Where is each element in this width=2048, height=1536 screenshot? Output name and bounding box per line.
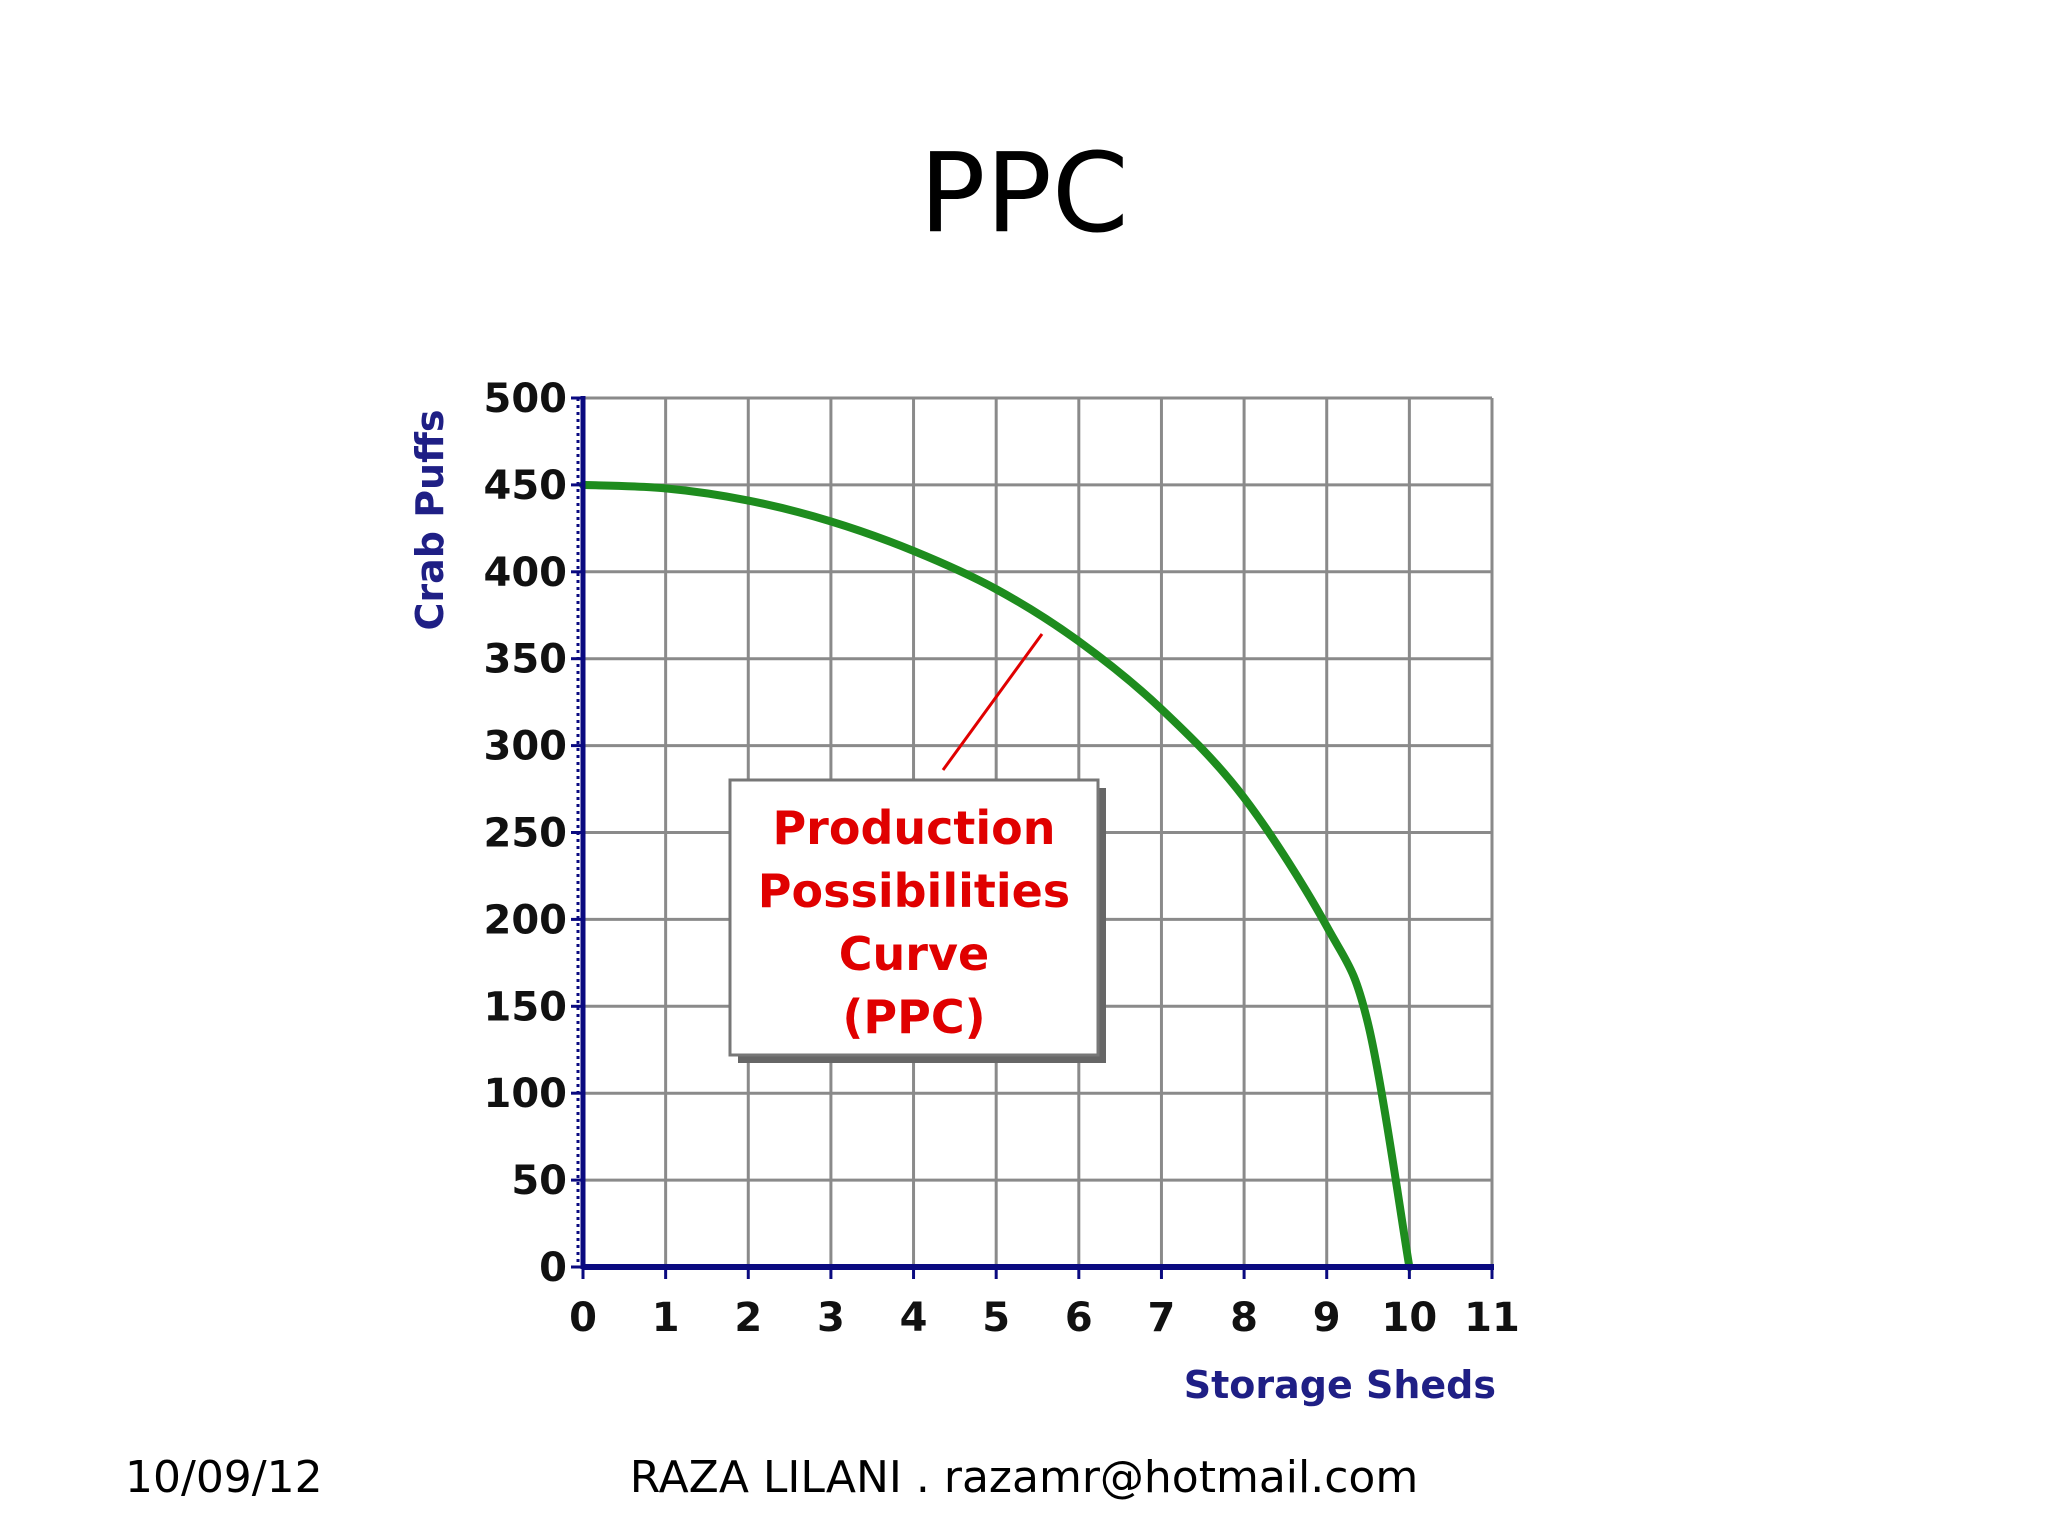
y-tick-label: 200 bbox=[484, 897, 568, 943]
x-tick-label: 7 bbox=[1148, 1295, 1176, 1341]
footer-date: 10/09/12 bbox=[125, 1452, 323, 1503]
annotation-pointer bbox=[941, 633, 1044, 771]
x-tick-label: 4 bbox=[900, 1295, 928, 1341]
x-tick-label: 8 bbox=[1230, 1295, 1258, 1341]
x-tick-label: 6 bbox=[1065, 1295, 1093, 1341]
y-tick-label: 0 bbox=[539, 1245, 567, 1291]
ppc-curve-line bbox=[579, 480, 1414, 1271]
x-axis-title: Storage Sheds bbox=[1184, 1363, 1496, 1407]
y-tick-label: 450 bbox=[484, 463, 568, 509]
x-tick-label: 1 bbox=[652, 1295, 680, 1341]
annotation-layer: Production Possibilities Curve (PPC) bbox=[728, 633, 1106, 1063]
curve-layer bbox=[579, 480, 1414, 1271]
annotation-text-line: Production bbox=[772, 801, 1055, 855]
y-tick-label: 300 bbox=[484, 724, 568, 770]
x-tick-label: 3 bbox=[817, 1295, 845, 1341]
y-axis-title: Crab Puffs bbox=[408, 409, 452, 630]
x-tick-label: 2 bbox=[734, 1295, 762, 1341]
y-tick-label: 100 bbox=[484, 1071, 568, 1117]
x-tick-label: 5 bbox=[982, 1295, 1010, 1341]
footer-author: RAZA LILANI . razamr@hotmail.com bbox=[629, 1452, 1419, 1503]
annotation-text-line: Possibilities bbox=[758, 864, 1070, 918]
y-tick-label: 400 bbox=[484, 550, 568, 596]
slide-title: PPC bbox=[919, 129, 1129, 257]
y-tick-label: 50 bbox=[511, 1158, 567, 1204]
x-tick-label: 10 bbox=[1382, 1295, 1438, 1341]
y-tick-label: 250 bbox=[484, 811, 568, 857]
annotation-text-line: (PPC) bbox=[842, 990, 985, 1044]
tick-labels-layer: 0 1 2 3 4 5 6 7 8 9 10 11 0 50 100 150 200 250 300 350 400 45… bbox=[484, 376, 1520, 1341]
x-tick-label: 9 bbox=[1313, 1295, 1341, 1341]
annotation-box bbox=[728, 778, 1100, 1057]
x-tick-label: 11 bbox=[1464, 1295, 1520, 1341]
annotation-text-line: Curve bbox=[839, 927, 989, 981]
y-tick-label: 150 bbox=[484, 984, 568, 1030]
y-tick-label: 350 bbox=[484, 637, 568, 683]
y-tick-label: 500 bbox=[484, 376, 568, 422]
x-tick-label: 0 bbox=[569, 1295, 597, 1341]
axis-layer bbox=[571, 396, 1494, 1279]
